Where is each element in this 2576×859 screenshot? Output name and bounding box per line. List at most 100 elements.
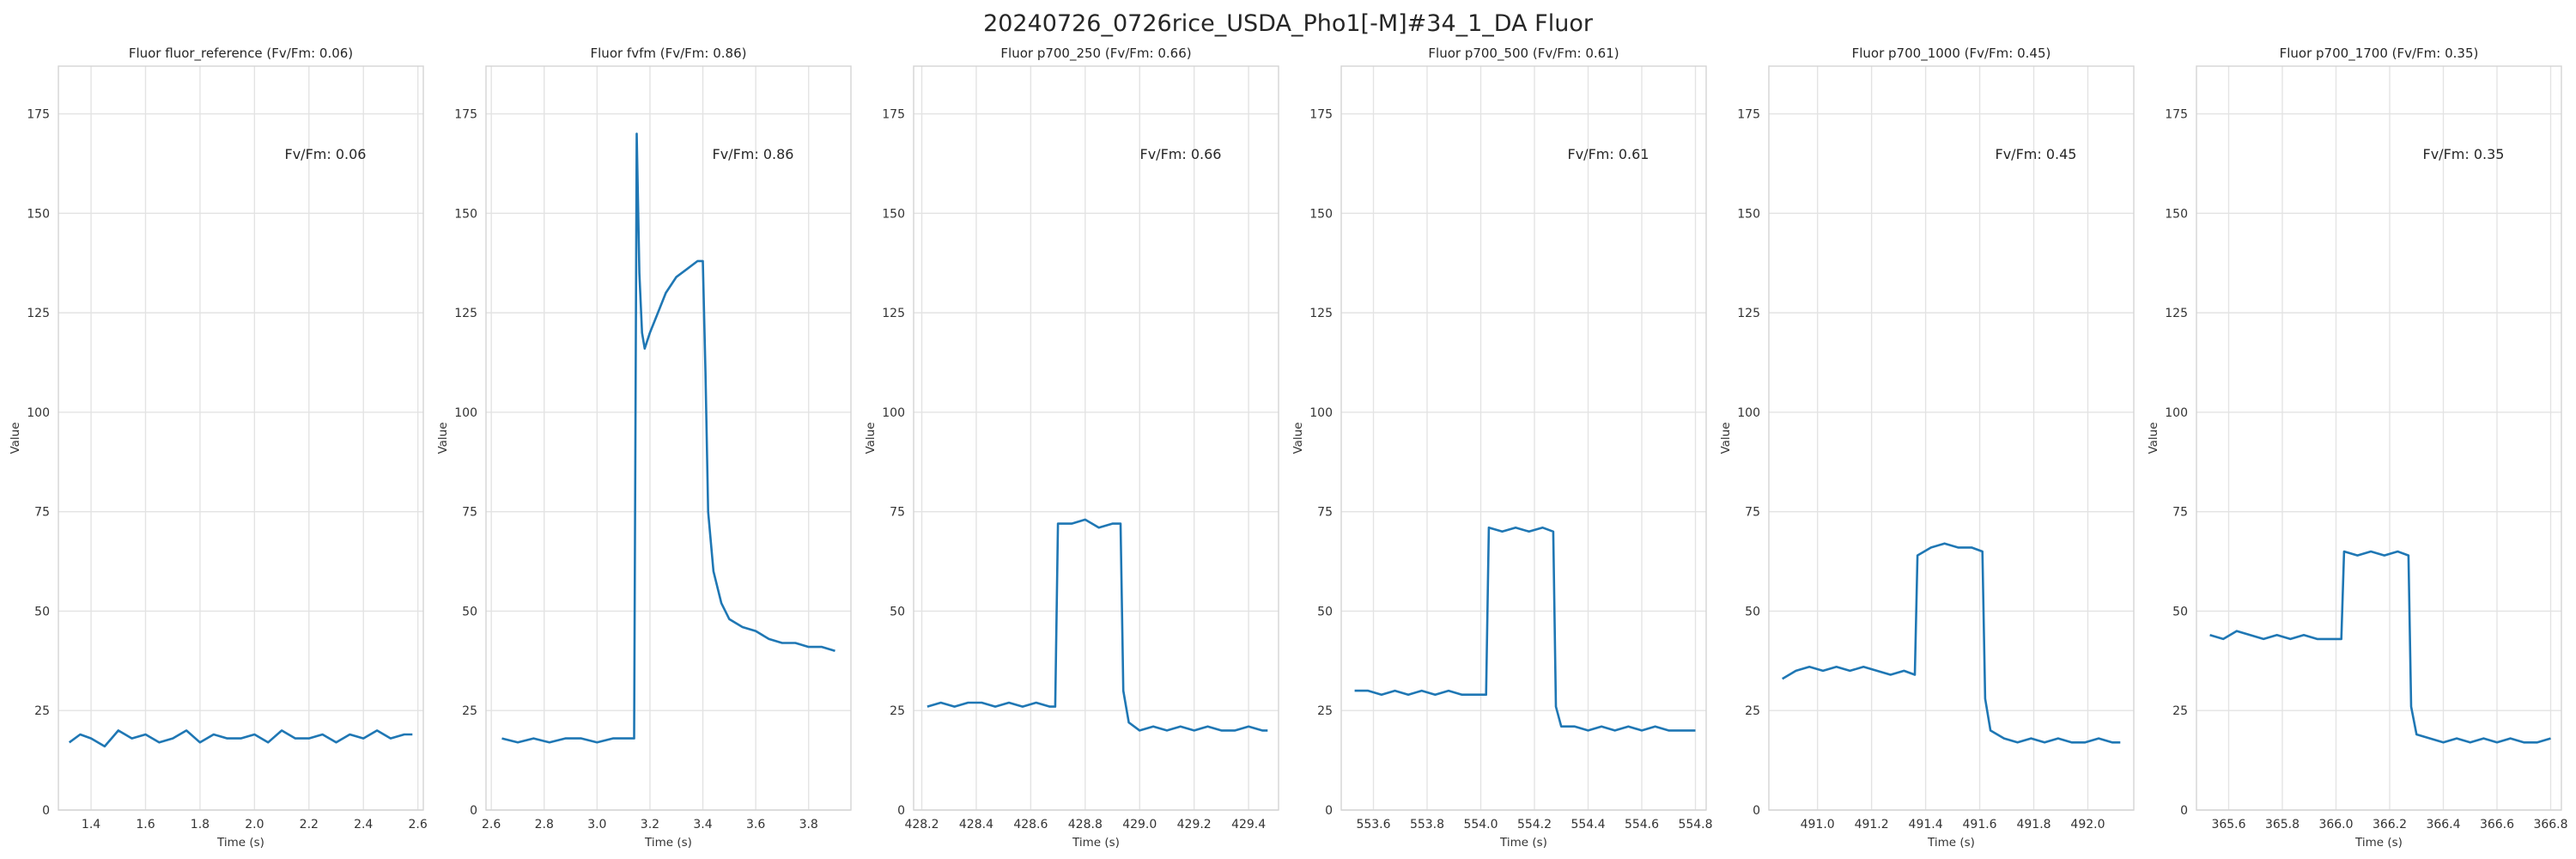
plot-frame xyxy=(58,65,424,811)
x-tick-label: 365.8 xyxy=(2265,818,2300,832)
x-tick-label: 3.0 xyxy=(587,818,606,832)
y-tick-label: 75 xyxy=(2172,506,2188,520)
x-tick-label: 366.4 xyxy=(2426,818,2460,832)
y-tick-label: 100 xyxy=(1737,406,1760,420)
y-tick-label: 175 xyxy=(882,108,905,122)
subplot-6: 0 25 50 75 100 125 150 175 365.6 365.8 366.0 366.2 3… xyxy=(2147,46,2568,850)
x-axis-label: Time (s) xyxy=(2354,836,2403,850)
x-tick-label: 366.2 xyxy=(2372,818,2407,832)
x-tick-label: 429.2 xyxy=(1177,818,1212,832)
y-tick-label: 125 xyxy=(1309,307,1333,320)
plot-frame xyxy=(913,65,1279,811)
y-tick-label: 25 xyxy=(1745,704,1760,718)
y-tick-label: 100 xyxy=(882,406,905,420)
y-tick-label: 125 xyxy=(27,307,50,320)
x-tick-label: 366.6 xyxy=(2480,818,2514,832)
x-tick-label: 1.4 xyxy=(82,818,100,832)
y-tick-label: 0 xyxy=(897,804,905,818)
fvfm-annotation: Fv/Fm: 0.66 xyxy=(1140,146,1222,162)
x-tick-label: 2.8 xyxy=(535,818,554,832)
fvfm-annotation: Fv/Fm: 0.35 xyxy=(2423,146,2505,162)
y-tick-label: 175 xyxy=(1309,108,1333,122)
plot-frame xyxy=(485,65,852,811)
x-tick-label: 428.8 xyxy=(1068,818,1103,832)
y-tick-label: 75 xyxy=(1745,506,1760,520)
x-tick-label: 3.2 xyxy=(641,818,659,832)
y-tick-label: 50 xyxy=(462,605,477,618)
y-tick-label: 25 xyxy=(890,704,905,718)
y-tick-label: 150 xyxy=(1309,207,1333,221)
plot-frame xyxy=(1340,65,1707,811)
subplot-1: 0 25 50 75 100 125 150 175 1.4 1.6 1.8 2.0 2.2 2.4 2.6… xyxy=(9,46,428,850)
y-tick-label: 150 xyxy=(27,207,50,221)
y-tick-label: 25 xyxy=(462,704,477,718)
x-tick-label: 491.6 xyxy=(1963,818,1997,832)
y-tick-label: 125 xyxy=(882,307,905,320)
y-tick-label: 0 xyxy=(1325,804,1333,818)
x-tick-label: 366.0 xyxy=(2318,818,2353,832)
x-tick-label: 365.6 xyxy=(2211,818,2245,832)
y-tick-label: 125 xyxy=(454,307,477,320)
x-tick-label: 553.8 xyxy=(1410,818,1444,832)
y-tick-label: 0 xyxy=(42,804,50,818)
y-axis-label: Value xyxy=(1291,422,1305,454)
y-tick-label: 50 xyxy=(1745,605,1760,618)
x-tick-label: 492.0 xyxy=(2070,818,2105,832)
plot-frame xyxy=(1768,65,2135,811)
y-tick-label: 175 xyxy=(454,108,477,122)
y-tick-label: 150 xyxy=(454,207,477,221)
y-tick-label: 0 xyxy=(2180,804,2188,818)
subplot-title: Fluor p700_250 (Fv/Fm: 0.66) xyxy=(1000,46,1191,62)
fvfm-annotation: Fv/Fm: 0.61 xyxy=(1568,146,1649,162)
y-tick-label: 125 xyxy=(1737,307,1760,320)
x-tick-label: 3.4 xyxy=(693,818,712,832)
x-tick-label: 428.6 xyxy=(1013,818,1048,832)
x-axis-label: Time (s) xyxy=(1072,836,1120,850)
x-tick-label: 491.2 xyxy=(1855,818,1889,832)
subplot-title: Fluor p700_1700 (Fv/Fm: 0.35) xyxy=(2280,46,2479,62)
fluorescence-series-line xyxy=(68,729,413,748)
x-axis-label: Time (s) xyxy=(1499,836,1547,850)
x-tick-label: 554.4 xyxy=(1571,818,1605,832)
x-tick-label: 429.0 xyxy=(1122,818,1157,832)
y-tick-label: 0 xyxy=(470,804,477,818)
x-tick-label: 2.2 xyxy=(300,818,319,832)
subplot-3: 0 25 50 75 100 125 150 175 428.2 428.4 428.6 428.8 4… xyxy=(864,46,1279,850)
fluorescence-series-line xyxy=(1782,542,2121,744)
x-tick-label: 2.4 xyxy=(354,818,373,832)
y-tick-label: 50 xyxy=(890,605,905,618)
y-tick-label: 75 xyxy=(890,506,905,520)
subplot-5: 0 25 50 75 100 125 150 175 491.0 491.2 491.4 491.6 4… xyxy=(1719,46,2135,850)
fvfm-annotation: Fv/Fm: 0.86 xyxy=(713,146,794,162)
fluorescence-series-line xyxy=(927,518,1268,732)
x-tick-label: 2.6 xyxy=(482,818,501,832)
subplot-2: 0 25 50 75 100 125 150 175 2.6 2.8 3.0 3.2 3.4 3.6 3.8… xyxy=(436,46,852,850)
plot-frame xyxy=(2196,65,2562,811)
subplot-title: Fluor p700_500 (Fv/Fm: 0.61) xyxy=(1428,46,1619,62)
x-tick-label: 554.8 xyxy=(1678,818,1712,832)
x-tick-label: 3.6 xyxy=(746,818,765,832)
y-tick-label: 100 xyxy=(1309,406,1333,420)
x-tick-label: 491.0 xyxy=(1801,818,1835,832)
x-axis-label: Time (s) xyxy=(644,836,692,850)
y-tick-label: 75 xyxy=(34,506,50,520)
y-tick-label: 100 xyxy=(2165,406,2188,420)
x-tick-label: 3.8 xyxy=(799,818,818,832)
fvfm-annotation: Fv/Fm: 0.45 xyxy=(1996,146,2077,162)
fluorescence-series-line xyxy=(2209,550,2551,744)
fluorescence-series-line xyxy=(1354,526,1696,732)
subplot-4: 0 25 50 75 100 125 150 175 553.6 553.8 554.0 554.2 5… xyxy=(1291,46,1713,850)
y-tick-label: 0 xyxy=(1753,804,1760,818)
y-tick-label: 150 xyxy=(1737,207,1760,221)
y-tick-label: 150 xyxy=(882,207,905,221)
y-axis-label: Value xyxy=(436,422,450,454)
y-axis-label: Value xyxy=(1719,422,1733,454)
x-tick-label: 491.8 xyxy=(2016,818,2050,832)
x-tick-label: 554.2 xyxy=(1517,818,1552,832)
y-tick-label: 25 xyxy=(1317,704,1333,718)
y-tick-label: 100 xyxy=(454,406,477,420)
y-tick-label: 175 xyxy=(1737,108,1760,122)
x-tick-label: 2.0 xyxy=(245,818,264,832)
subplot-title: Fluor fvfm (Fv/Fm: 0.86) xyxy=(591,46,747,61)
